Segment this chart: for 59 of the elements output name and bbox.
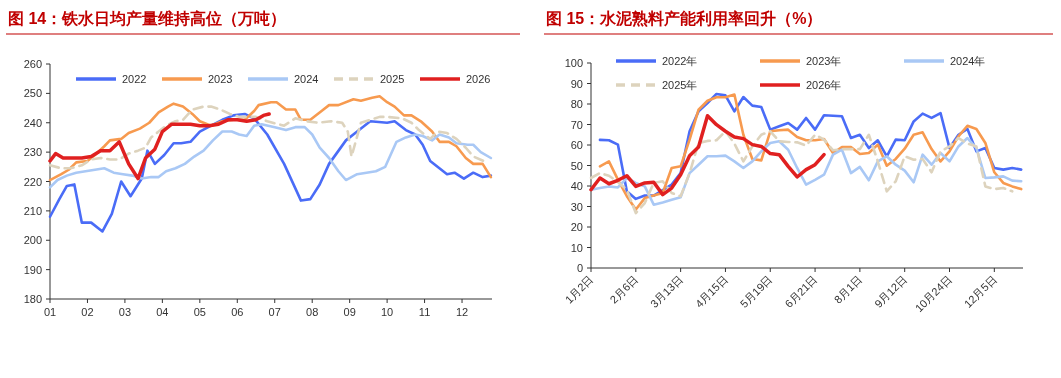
y-tick-label: 90 [570, 77, 583, 90]
y-tick-label: 30 [570, 200, 583, 213]
x-tick-label: 10月24日 [912, 272, 954, 315]
x-tick-label: 2月6日 [607, 272, 641, 306]
x-tick-label: 10 [380, 306, 394, 318]
legend-label: 2024 [294, 73, 319, 85]
y-tick-label: 10 [570, 241, 583, 254]
x-tick-label: 06 [231, 306, 244, 318]
x-tick-label: 12月5日 [961, 272, 999, 310]
chart-title: 图 15：水泥熟料产能利用率回升（%） [546, 9, 823, 28]
legend-label: 2026 [466, 73, 491, 85]
y-tick-label: 180 [23, 293, 42, 305]
x-tick-label: 05 [193, 306, 206, 318]
y-tick-label: 230 [23, 146, 42, 159]
legend-label: 2024年 [950, 55, 986, 67]
x-tick-label: 1月2日 [562, 272, 596, 306]
x-tick-label: 07 [268, 306, 281, 318]
line-series [48, 122, 493, 189]
x-tick-label: 9月12日 [872, 272, 910, 310]
x-tick-label: 02 [81, 306, 94, 318]
y-tick-label: 190 [23, 263, 42, 276]
x-tick-label: 08 [306, 306, 319, 318]
y-tick-label: 240 [23, 116, 42, 129]
x-tick-label: 3月13日 [648, 272, 686, 310]
y-tick-label: 100 [564, 57, 583, 69]
x-tick-label: 12 [455, 306, 469, 318]
y-tick-label: 20 [570, 221, 583, 233]
x-tick-label: 11 [418, 306, 431, 318]
x-tick-label: 8月1日 [831, 272, 865, 306]
line-series [48, 112, 271, 181]
x-tick-label: 6月21日 [782, 272, 820, 310]
y-tick-label: 260 [23, 58, 42, 70]
legend-label: 2025年 [662, 79, 698, 91]
y-tick-label: 250 [23, 87, 42, 100]
legend-label: 2026年 [806, 79, 842, 91]
y-tick-label: 220 [23, 175, 42, 188]
line-series [589, 113, 826, 197]
y-tick-label: 70 [570, 118, 583, 131]
legend-label: 2023 [208, 73, 233, 85]
y-tick-label: 60 [570, 139, 583, 151]
y-tick-label: 0 [576, 262, 583, 274]
x-tick-label: 5月19日 [737, 272, 775, 310]
y-tick-label: 80 [570, 98, 583, 110]
line-series [589, 129, 1014, 215]
x-tick-label: 09 [343, 306, 356, 318]
x-tick-label: 01 [43, 306, 57, 318]
legend-label: 2022年 [662, 55, 698, 67]
y-tick-label: 40 [570, 180, 583, 192]
y-tick-label: 200 [23, 234, 42, 247]
x-tick-label: 4月15日 [692, 272, 730, 310]
x-tick-label: 04 [156, 306, 169, 318]
legend-label: 2025 [380, 73, 405, 85]
legend-label: 2022 [122, 73, 147, 85]
y-tick-label: 210 [23, 204, 42, 217]
y-tick-label: 50 [570, 159, 583, 172]
chart-title: 图 14：铁水日均产量维持高位（万吨） [8, 9, 287, 28]
legend-label: 2023年 [806, 55, 842, 67]
x-tick-label: 03 [118, 306, 132, 318]
line-series [48, 112, 493, 233]
